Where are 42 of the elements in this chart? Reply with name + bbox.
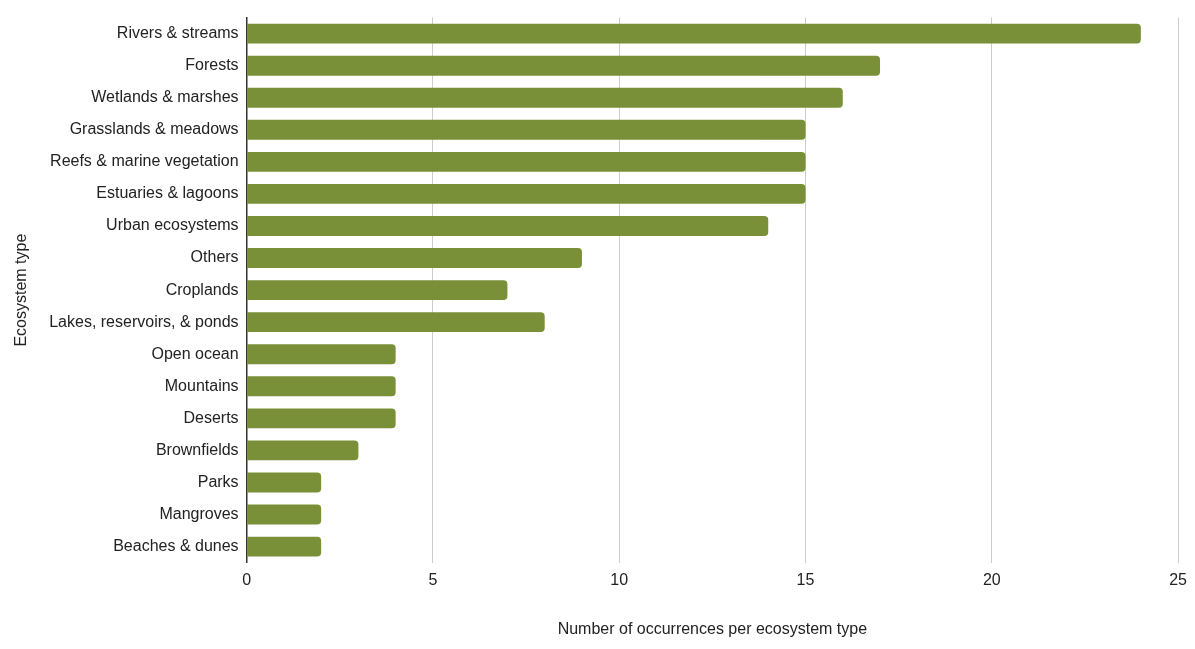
y-tick-label: Beaches & dunes [113, 536, 239, 554]
bar [247, 536, 322, 557]
y-tick-label: Brownfields [155, 440, 239, 458]
y-tick-label: Croplands [165, 280, 239, 298]
y-tick-label: Reefs & marine vegetation [50, 152, 239, 170]
bar [247, 376, 396, 397]
bar [247, 440, 359, 461]
y-tick-label: Estuaries & lagoons [96, 184, 239, 202]
y-tick-label: Mountains [164, 376, 239, 394]
x-tick-label: 10 [610, 570, 629, 588]
bar [247, 312, 545, 333]
bar [247, 280, 508, 301]
bar [247, 151, 806, 172]
bar [247, 119, 806, 140]
y-tick-label: Wetlands & marshes [91, 88, 239, 106]
y-tick-label: Parks [197, 472, 239, 490]
y-tick-label: Deserts [183, 408, 239, 426]
bar [247, 408, 396, 429]
y-tick-label: Open ocean [151, 344, 239, 362]
bar [247, 87, 843, 108]
y-tick-label: Mangroves [159, 504, 239, 522]
y-tick-label: Rivers & streams [116, 24, 239, 42]
x-tick-label: 25 [1169, 570, 1188, 588]
bar [247, 472, 322, 493]
y-tick-label: Urban ecosystems [106, 216, 239, 234]
bar [247, 216, 769, 236]
bar [247, 55, 881, 76]
y-tick-label: Grasslands & meadows [69, 120, 239, 138]
bar [247, 248, 582, 268]
x-axis-title: Number of occurrences per ecosystem type [557, 619, 868, 637]
bar [247, 23, 1141, 44]
x-tick-label: 5 [428, 570, 438, 588]
bar [247, 183, 806, 204]
y-axis-title: Ecosystem type [12, 233, 30, 347]
x-tick-label: 15 [796, 570, 815, 588]
x-tick-label: 20 [982, 570, 1001, 588]
y-tick-label: Forests [185, 56, 239, 74]
y-tick-label: Others [190, 248, 239, 266]
y-tick-label: Lakes, reservoirs, & ponds [49, 312, 239, 330]
x-tick-label: 0 [242, 570, 252, 588]
bar [247, 504, 322, 525]
bar [247, 344, 396, 365]
